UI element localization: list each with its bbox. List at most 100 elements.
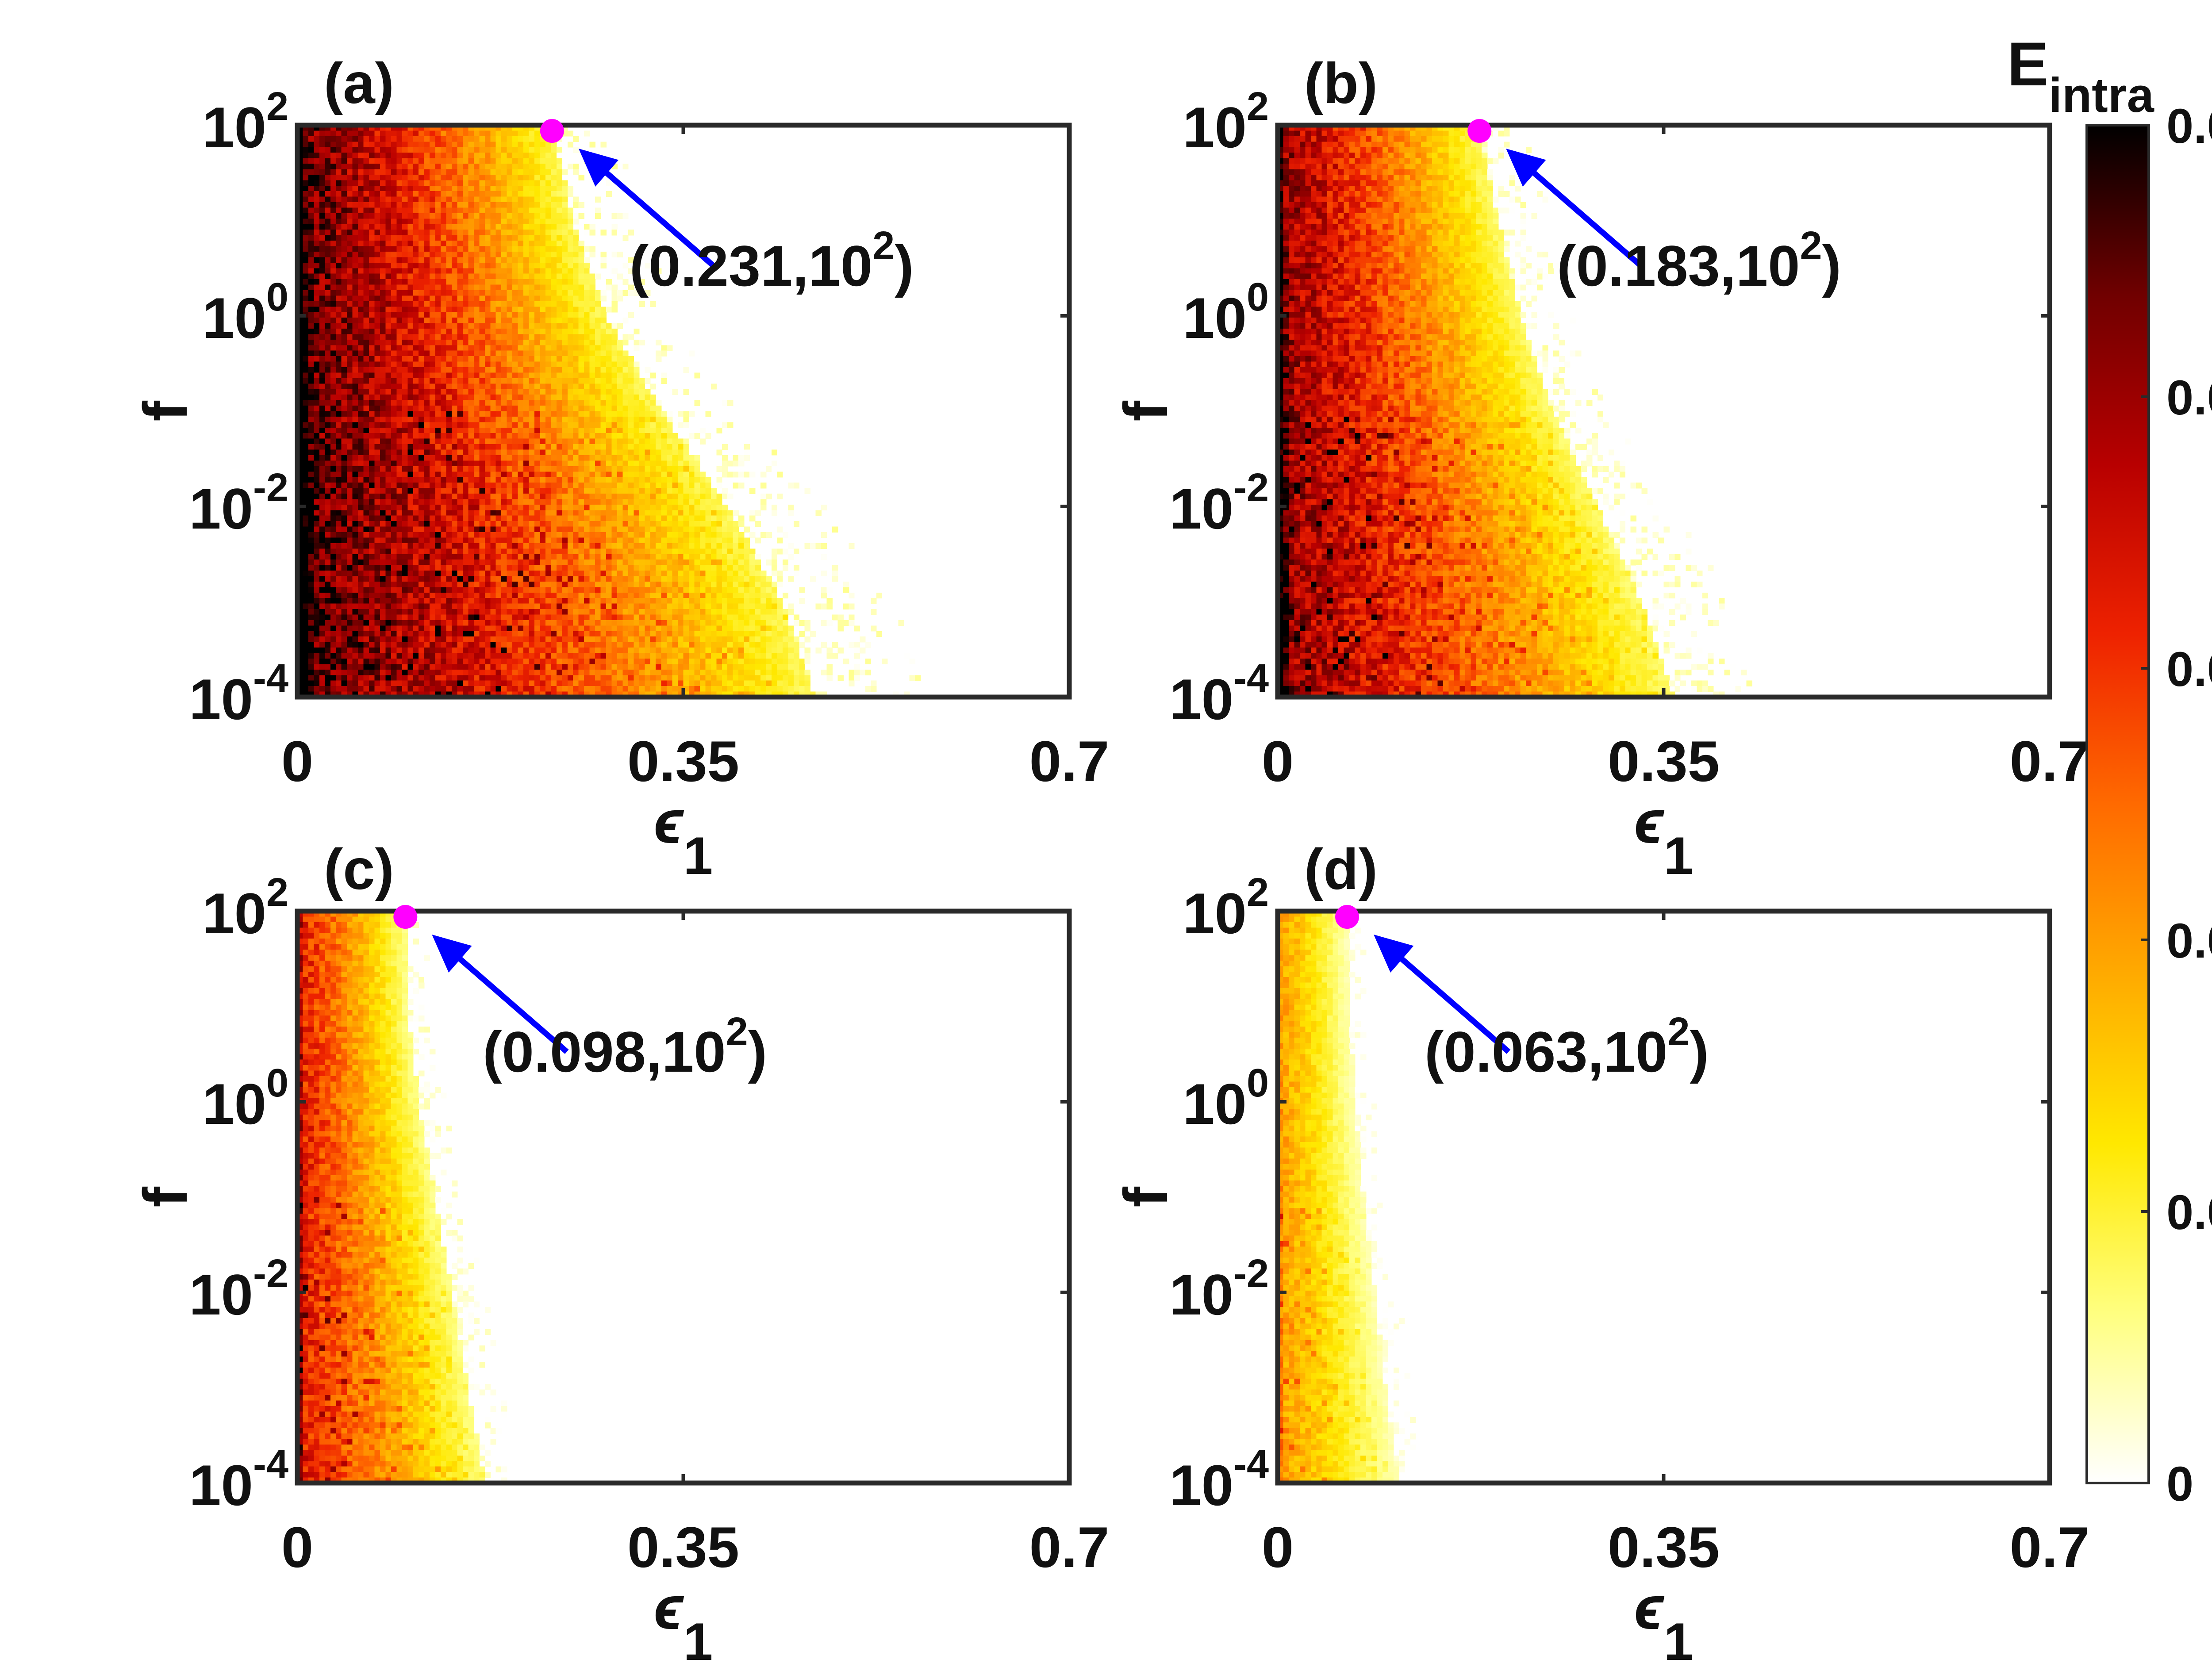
- heatmap-cell: [567, 191, 574, 197]
- heatmap-cell: [534, 406, 541, 412]
- heatmap-cell: [352, 449, 358, 456]
- heatmap-cell: [507, 466, 513, 472]
- heatmap-cell: [551, 471, 557, 478]
- heatmap-cell: [336, 301, 342, 307]
- heatmap-cell: [308, 504, 315, 511]
- heatmap-cell: [534, 499, 541, 505]
- heatmap-cell: [402, 307, 408, 313]
- heatmap-cell: [358, 164, 364, 170]
- heatmap-cell: [611, 515, 618, 521]
- heatmap-cell: [341, 548, 347, 555]
- heatmap-cell: [446, 318, 452, 324]
- heatmap-cell: [622, 334, 629, 340]
- heatmap-cell: [556, 169, 563, 175]
- heatmap-cell: [374, 515, 380, 521]
- heatmap-cell: [419, 153, 425, 159]
- heatmap-cell: [490, 427, 496, 433]
- heatmap-cell: [402, 130, 408, 137]
- heatmap-cell: [325, 372, 331, 379]
- heatmap-cell: [617, 471, 623, 478]
- heatmap-cell: [303, 510, 309, 516]
- heatmap-cell: [705, 411, 711, 417]
- heatmap-cell: [484, 361, 491, 368]
- heatmap-cell: [534, 218, 541, 225]
- heatmap-cell: [479, 438, 485, 445]
- heatmap-cell: [495, 339, 502, 346]
- heatmap-cell: [512, 185, 518, 192]
- heatmap-cell: [452, 290, 458, 296]
- heatmap-cell: [639, 499, 645, 505]
- heatmap-cell: [446, 521, 452, 527]
- heatmap-cell: [567, 499, 574, 505]
- heatmap-cell: [358, 499, 364, 505]
- heatmap-cell: [606, 471, 612, 478]
- heatmap-cell: [441, 515, 447, 521]
- heatmap-cell: [617, 416, 623, 423]
- heatmap-cell: [722, 455, 728, 461]
- heatmap-cell: [722, 466, 728, 472]
- heatmap-cell: [303, 548, 309, 555]
- heatmap-cell: [689, 488, 695, 494]
- heatmap-cell: [413, 427, 419, 433]
- heatmap-cell: [705, 532, 711, 538]
- heatmap-cell: [446, 411, 452, 417]
- heatmap-cell: [523, 416, 530, 423]
- heatmap-cell: [529, 400, 535, 406]
- heatmap-cell: [396, 400, 403, 406]
- heatmap-cell: [441, 334, 447, 340]
- heatmap-cell: [452, 477, 458, 483]
- heatmap-cell: [567, 295, 574, 302]
- heatmap-cell: [413, 191, 419, 197]
- heatmap-cell: [419, 460, 425, 467]
- heatmap-cell: [667, 488, 673, 494]
- heatmap-cell: [369, 389, 375, 395]
- heatmap-cell: [584, 504, 590, 511]
- heatmap-cell: [578, 400, 584, 406]
- heatmap-cell: [325, 483, 331, 489]
- heatmap-cell: [314, 290, 320, 296]
- heatmap-cell: [314, 196, 320, 203]
- heatmap-cell: [551, 191, 557, 197]
- heatmap-cell: [374, 438, 380, 445]
- heatmap-cell: [551, 345, 557, 351]
- heatmap-cell: [430, 400, 436, 406]
- heatmap-cell: [468, 307, 474, 313]
- heatmap-cell: [330, 323, 337, 329]
- heatmap-cell: [363, 158, 369, 164]
- heatmap-cell: [452, 295, 458, 302]
- heatmap-cell: [358, 427, 364, 433]
- heatmap-cell: [424, 411, 430, 417]
- heatmap-cell: [435, 174, 441, 181]
- heatmap-cell: [545, 339, 552, 346]
- heatmap-cell: [441, 466, 447, 472]
- heatmap-cell: [358, 422, 364, 428]
- heatmap-cell: [407, 449, 414, 456]
- heatmap-cell: [584, 361, 590, 368]
- heatmap-cell: [402, 235, 408, 241]
- heatmap-cell: [705, 548, 711, 555]
- heatmap-cell: [573, 488, 579, 494]
- heatmap-cell: [435, 345, 441, 351]
- heatmap-cell: [446, 147, 452, 153]
- heatmap-cell: [452, 422, 458, 428]
- heatmap-cell: [507, 257, 513, 263]
- heatmap-cell: [639, 504, 645, 511]
- heatmap-cell: [523, 290, 530, 296]
- heatmap-cell: [341, 164, 347, 170]
- heatmap-cell: [634, 488, 640, 494]
- heatmap-cell: [380, 477, 386, 483]
- heatmap-cell: [407, 164, 414, 170]
- heatmap-cell: [534, 158, 541, 164]
- heatmap-cell: [556, 460, 563, 467]
- heatmap-cell: [325, 350, 331, 356]
- heatmap-cell: [589, 246, 595, 252]
- heatmap-cell: [567, 427, 574, 433]
- heatmap-cell: [512, 449, 518, 456]
- heatmap-cell: [683, 504, 689, 511]
- heatmap-cell: [330, 334, 337, 340]
- heatmap-cell: [518, 273, 524, 280]
- heatmap-cell: [341, 257, 347, 263]
- heatmap-cell: [562, 312, 568, 318]
- heatmap-cell: [551, 444, 557, 450]
- heatmap-cell: [363, 543, 369, 549]
